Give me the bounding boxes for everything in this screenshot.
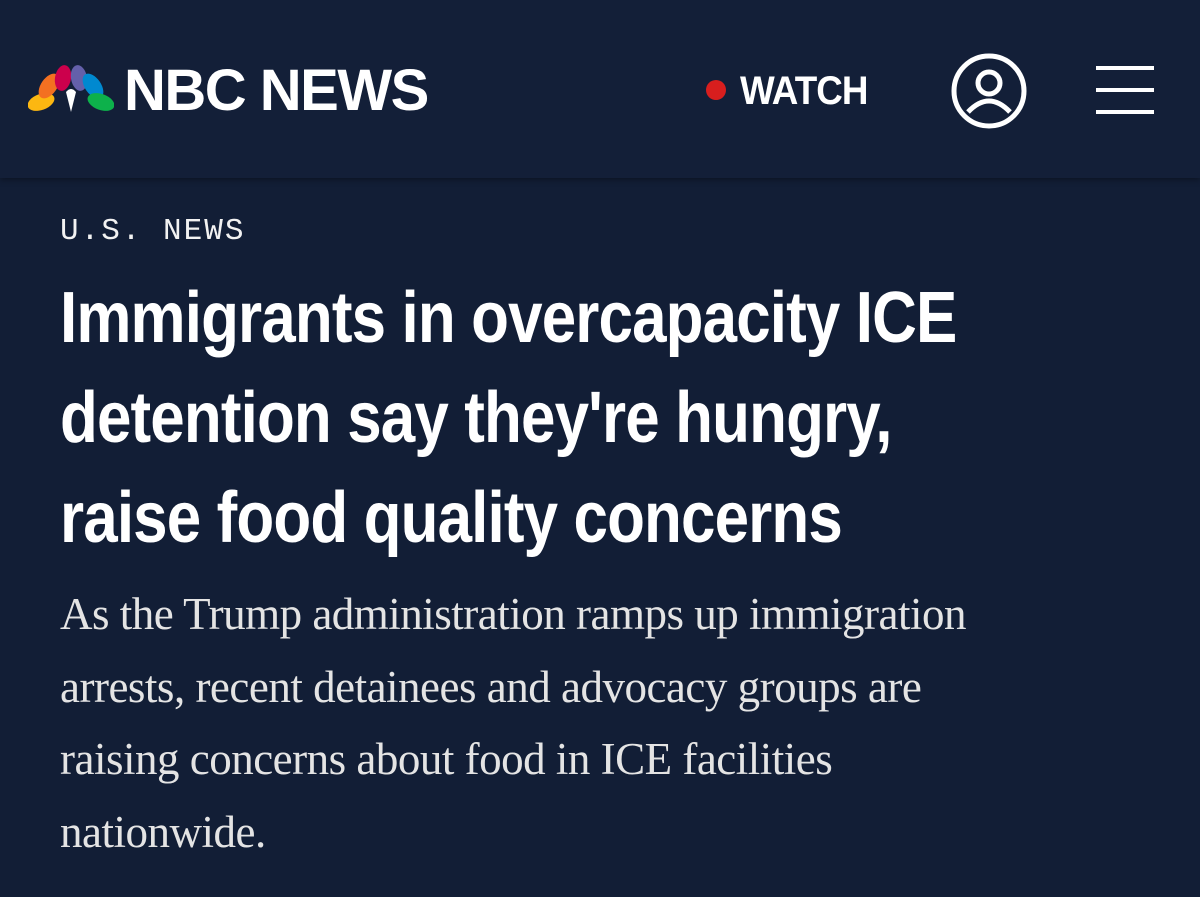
headline-line: raise food quality concerns — [60, 478, 843, 558]
dek-line: nationwide. — [60, 806, 266, 857]
watch-link[interactable]: WATCH — [740, 69, 868, 113]
site-header: NBC NEWS WATCH — [0, 0, 1200, 178]
dek-line: raising concerns about food in ICE facil… — [60, 734, 833, 784]
account-icon[interactable] — [948, 50, 1030, 132]
section-label[interactable]: U.S. NEWS — [60, 214, 246, 249]
dek: As the Trump administration ramps up imm… — [60, 578, 966, 868]
live-dot — [706, 80, 726, 100]
dek-line: arrests, recent detainees and advocacy g… — [60, 661, 922, 712]
headline: Immigrants in overcapacity ICE detention … — [60, 268, 1102, 568]
logo-text[interactable]: NBC NEWS — [124, 58, 429, 123]
peacock-logo[interactable] — [28, 62, 114, 118]
headline-line: Immigrants in overcapacity ICE — [60, 278, 957, 358]
dek-line: As the Trump administration ramps up imm… — [60, 589, 966, 639]
headline-line: detention say they're hungry, — [60, 378, 892, 458]
menu-icon[interactable] — [1094, 64, 1156, 116]
